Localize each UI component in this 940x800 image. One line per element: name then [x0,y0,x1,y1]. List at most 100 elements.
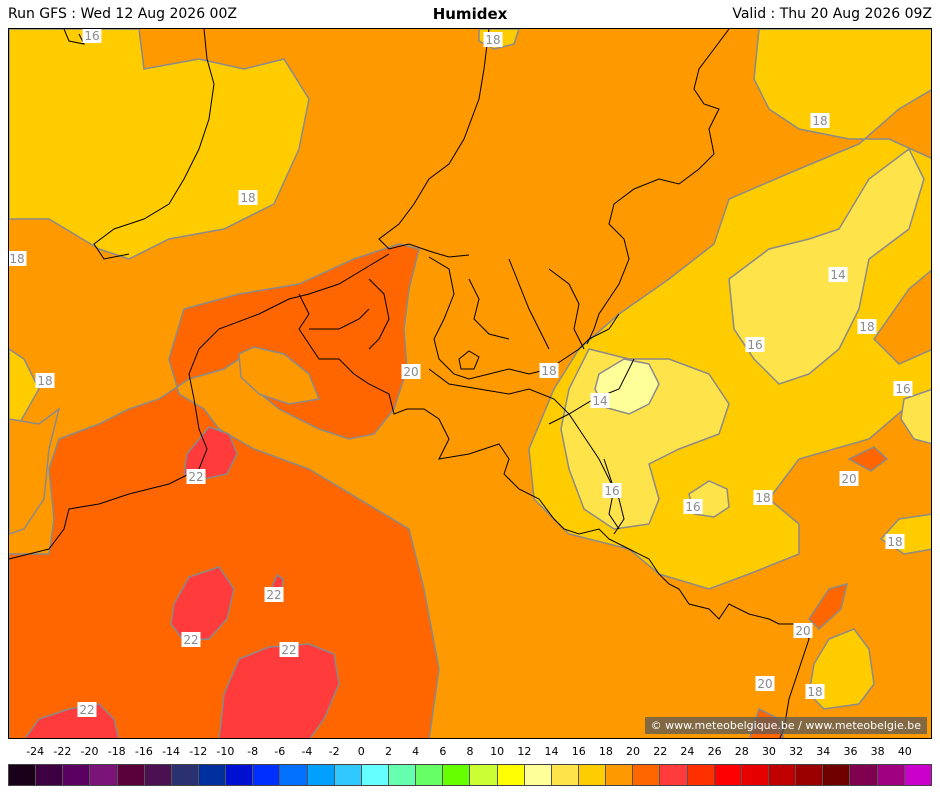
region-24-c [218,643,340,738]
contour-label-bg [857,319,877,334]
scale-swatch [198,765,227,785]
region-22-southwest [9,243,440,738]
contour-label-bg [893,381,913,396]
scale-tick-label: 30 [761,745,776,758]
contour-label-bg [483,32,503,47]
scale-tick-label: 28 [734,745,749,758]
contour-label: 18 [37,374,52,388]
scale-swatch [578,765,607,785]
scale-swatch [904,765,931,785]
region-20-west-coast [9,407,61,535]
contour-label: 16 [84,29,99,43]
scale-swatch [144,765,172,785]
region-16-east [728,147,925,385]
contour-labels: 16 18 18 18 18 14 18 16 18 16 20 18 14 16 16 18 20 22 22 22… [9,29,913,717]
scale-swatch [524,765,552,785]
scale-swatch [90,765,118,785]
scale-swatch [497,765,525,785]
scale-swatch [823,765,851,785]
contour-label: 16 [685,500,700,514]
contour-label: 18 [240,191,255,205]
scale-swatch [416,765,444,785]
scale-tick-label: 22 [653,745,668,758]
scale-tick-label: -10 [216,745,235,758]
scale-swatch [63,765,91,785]
scale-swatch [226,765,254,785]
scale-tick-label: -12 [189,745,208,758]
scale-swatch [768,765,797,785]
scale-tick-label: -6 [274,745,286,758]
contour-label-bg [539,363,559,378]
scale-tick-label: 10 [490,745,505,758]
scale-tick-label: 12 [517,745,532,758]
region-20-inlet [238,346,321,405]
contour-label-bg [755,676,775,691]
scale-tick-label: 6 [439,745,447,758]
scale-tick-label: 16 [571,745,586,758]
contour-label-bg [810,113,830,128]
contour-label: 20 [757,677,772,691]
scale-swatch [117,765,145,785]
scale-tick-label: -22 [53,745,72,758]
scale-tick-label: 18 [598,745,613,758]
contour-label: 14 [830,268,845,282]
contour-label-bg [264,587,284,602]
scale-tick-label: 0 [357,745,365,758]
scale-tick-label: -14 [162,745,181,758]
contour-label-bg [793,623,813,638]
region-16-east-edge [900,388,931,445]
contour-label: 22 [79,703,94,717]
scale-tick-label: 38 [870,745,885,758]
contour-label: 18 [755,491,770,505]
scale-swatch [714,765,742,785]
scale-swatch [36,765,64,785]
scale-swatch [687,765,715,785]
scale-ticks: -24 -22 -20 -18 -16 -14 -12 -10 -8 -6 -4 -2 0 2 4 6 8 10 1… [8,745,932,761]
contour-label: 18 [485,33,500,47]
scale-tick-label: 8 [466,745,474,758]
scale-swatch [551,765,579,785]
scale-tick-label: 26 [707,745,722,758]
scale-swatch [307,765,335,785]
contour-label: 20 [795,624,810,638]
contour-label-bg [401,364,421,379]
scale-tick-label: 40 [897,745,912,758]
scale-swatch [253,765,281,785]
scale-tick-label: -8 [247,745,259,758]
contour-label: 20 [403,365,418,379]
scale-swatch [606,765,634,785]
scale-swatch [443,765,471,785]
scale-tick-label: 2 [384,745,392,758]
contour-label-bg [181,632,201,647]
scale-tick-label: 32 [789,745,804,758]
contour-label-bg [238,190,258,205]
scale-tick-label: 20 [626,745,641,758]
contour-label: 16 [604,484,619,498]
contour-label-bg [82,29,102,43]
contour-label-bg [186,469,206,484]
color-scale: -24 -22 -20 -18 -16 -14 -12 -10 -8 -6 -4 -2 0 2 4 6 8 10 1… [8,745,932,790]
valid-time: Valid : Thu 20 Aug 2026 09Z [732,6,932,22]
contour-label: 22 [266,588,281,602]
scale-swatch [9,765,37,785]
scale-bar [8,764,932,786]
scale-swatch [334,765,362,785]
scale-swatch [171,765,199,785]
contour-label: 16 [895,382,910,396]
scale-tick-label: -24 [26,745,45,758]
contour-label: 22 [183,633,198,647]
contour-label: 18 [541,364,556,378]
contour-label-bg [828,267,848,282]
copyright-credit: © www.meteobelgique.be / www.meteobelgie… [644,717,927,734]
scale-swatch [633,765,661,785]
contour-label: 18 [9,252,24,266]
scale-tick-label: -18 [107,745,126,758]
contour-label-bg [279,642,299,657]
contour-label: 16 [747,338,762,352]
contour-label-bg [885,534,905,549]
contour-label-bg [805,684,825,699]
humidex-map: 16 18 18 18 18 14 18 16 18 16 20 18 14 16 16 18 20 22 22 22… [8,28,932,739]
scale-swatch [850,765,878,785]
contour-label: 18 [859,320,874,334]
scale-swatch [877,765,905,785]
